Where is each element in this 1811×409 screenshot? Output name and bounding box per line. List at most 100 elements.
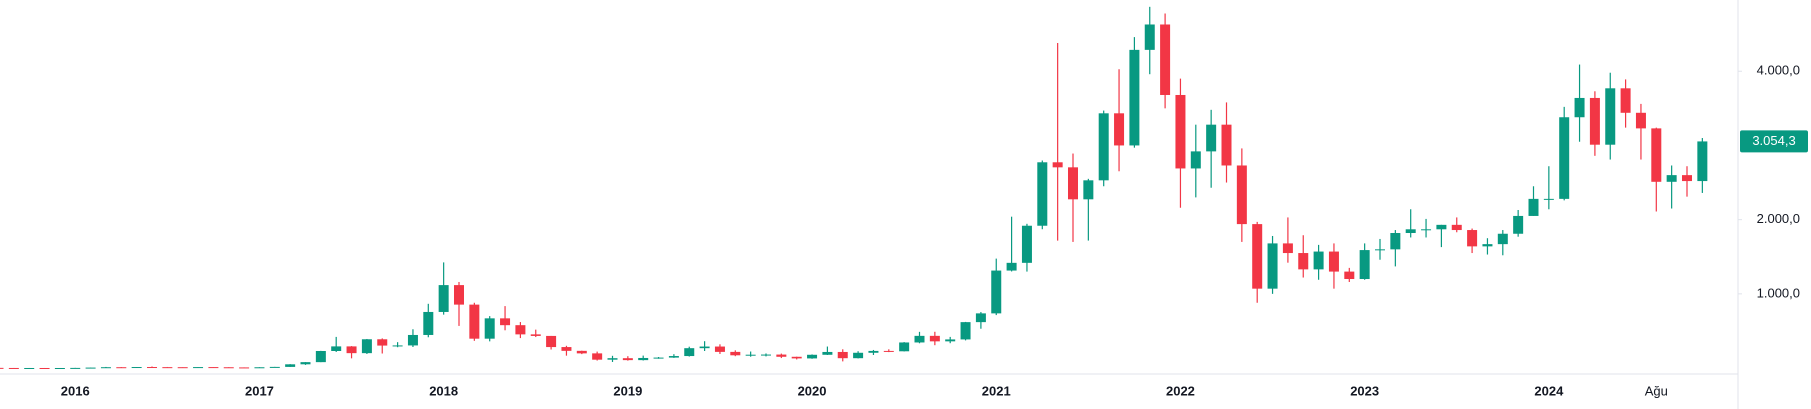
candle-body xyxy=(1497,233,1508,245)
candle-body xyxy=(668,356,679,358)
candle-body xyxy=(1543,198,1554,200)
candle-body xyxy=(70,367,81,369)
x-tick-label: 2016 xyxy=(61,383,90,398)
candle-body xyxy=(1236,165,1247,225)
x-tick-label: 2017 xyxy=(245,383,274,398)
candle-body xyxy=(1114,113,1125,146)
candle-body xyxy=(745,354,756,356)
candle-body xyxy=(714,346,725,352)
candle-body xyxy=(423,311,434,335)
candle-body xyxy=(39,367,50,369)
x-tick-label: 2022 xyxy=(1166,383,1195,398)
candle-body xyxy=(868,350,879,353)
candle-body xyxy=(1390,233,1401,250)
candle-body xyxy=(530,334,541,336)
candle-body xyxy=(131,367,142,369)
candle-body xyxy=(500,318,511,326)
candle-body xyxy=(1282,243,1293,254)
candle-body xyxy=(315,350,326,363)
candle-body xyxy=(346,346,357,354)
candle-body xyxy=(438,285,449,312)
candle-body xyxy=(1528,198,1539,216)
candle-body xyxy=(776,354,787,357)
candle-body xyxy=(622,358,633,361)
candle-body xyxy=(1160,24,1171,95)
x-tick-label: Ağu xyxy=(1645,383,1668,398)
candle-body xyxy=(1313,251,1324,270)
candle-body xyxy=(561,347,572,351)
candle-body xyxy=(929,335,940,342)
y-tick-label: 4.000,0 xyxy=(1757,63,1800,78)
x-tick-label: 2021 xyxy=(982,383,1011,398)
candle-body xyxy=(1513,215,1524,234)
candle-body xyxy=(991,270,1002,314)
candle-body xyxy=(392,345,403,347)
y-tick-label: 2.000,0 xyxy=(1757,211,1800,226)
candle-body xyxy=(853,352,864,359)
candle-body xyxy=(638,357,649,361)
candle-body xyxy=(1083,180,1094,200)
candle-body xyxy=(377,339,388,346)
candle-body xyxy=(945,339,956,342)
candle-body xyxy=(177,367,188,369)
candle-body xyxy=(193,367,204,369)
candle-body xyxy=(899,342,910,352)
candle-body xyxy=(1589,97,1600,145)
last-price-box xyxy=(1740,130,1808,153)
candle-body xyxy=(1451,224,1462,231)
candle-body xyxy=(331,346,342,351)
candle-body xyxy=(822,351,833,355)
candle-body xyxy=(162,367,173,369)
candle-body xyxy=(1620,88,1631,113)
candle-body xyxy=(239,367,250,369)
candle-body xyxy=(1252,224,1263,289)
candle-body xyxy=(807,354,818,359)
candle-body xyxy=(1206,124,1217,152)
candle-body xyxy=(761,354,771,356)
candle-body xyxy=(1359,250,1370,280)
candle-body xyxy=(1375,249,1385,251)
x-tick-label: 2018 xyxy=(429,383,458,398)
candle-body xyxy=(730,351,741,356)
x-tick-label: 2023 xyxy=(1350,383,1379,398)
candle-body xyxy=(1405,229,1416,234)
candle-body xyxy=(883,350,894,352)
candle-body xyxy=(1436,224,1447,230)
last-price-label: 3.054,3 xyxy=(1752,133,1795,148)
candle-body xyxy=(1697,141,1708,182)
candle-body xyxy=(1021,225,1032,263)
candle-body xyxy=(837,351,848,359)
candle-body xyxy=(546,335,557,348)
candle-body xyxy=(592,353,603,360)
candle-body xyxy=(407,334,418,346)
candle-body xyxy=(1267,243,1278,289)
candle-body xyxy=(54,367,65,369)
candle-body xyxy=(454,285,464,305)
candle-body xyxy=(223,367,234,369)
candle-body xyxy=(1190,151,1201,169)
candle-body xyxy=(1221,124,1232,166)
candle-body xyxy=(975,313,986,323)
candle-body xyxy=(24,367,35,369)
candle-body xyxy=(285,364,296,367)
candle-body xyxy=(100,367,111,369)
candle-body xyxy=(1574,97,1585,118)
candle-body xyxy=(684,348,695,357)
candle-body xyxy=(0,367,4,369)
candle-body xyxy=(1605,88,1616,145)
candle-body xyxy=(1482,244,1493,247)
candle-body xyxy=(1328,251,1339,272)
candle-body xyxy=(484,318,495,339)
candle-body xyxy=(254,367,265,369)
candle-body xyxy=(1068,167,1078,200)
x-tick-label: 2020 xyxy=(798,383,827,398)
candle-body xyxy=(914,335,925,343)
candle-body xyxy=(1037,162,1048,226)
candle-body xyxy=(1129,49,1140,146)
y-tick-label: 1.000,0 xyxy=(1757,285,1800,300)
candle-body xyxy=(653,357,664,359)
candle-body xyxy=(791,356,802,359)
candle-body xyxy=(1098,113,1109,181)
candle-body xyxy=(8,367,19,369)
